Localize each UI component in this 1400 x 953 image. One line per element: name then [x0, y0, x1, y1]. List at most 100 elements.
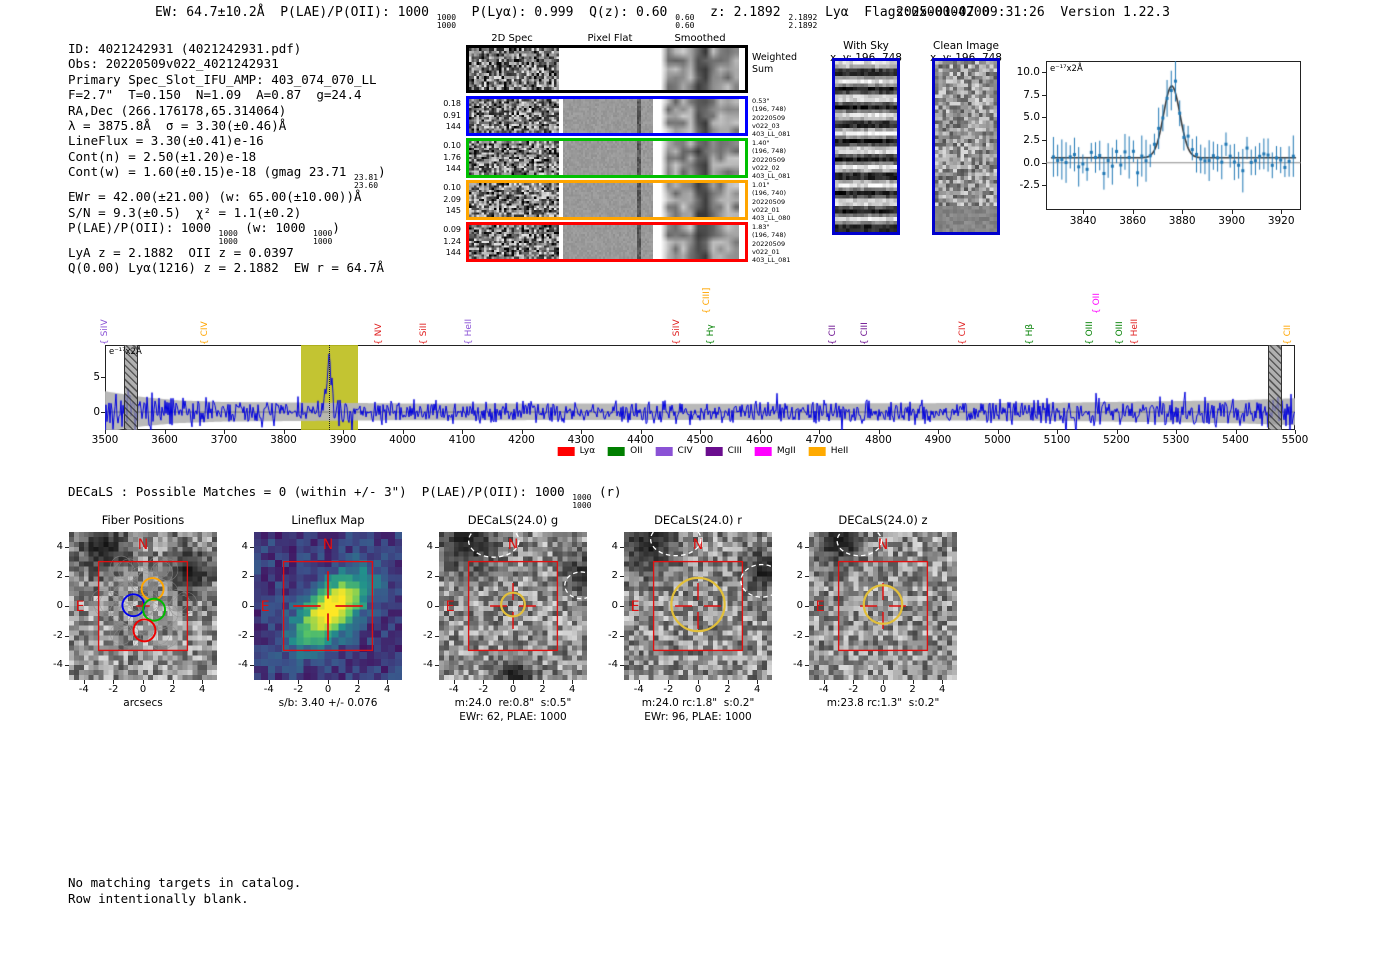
cutout-decals-g: NE: [439, 532, 587, 680]
smoothed-image: [657, 183, 739, 217]
catalog-source-ellipse: [740, 563, 772, 598]
meta-line: (196, 748): [752, 231, 787, 240]
cutout-x-tick-mark: [542, 680, 544, 684]
emission-line-label: { SiIV: [99, 319, 110, 345]
text-segment: λ = 3875.8Å σ = 3.30(±0.46)Å: [68, 118, 287, 134]
info-line: P(LAE)/P(OII): 1000 1000 1000 (w: 1000 10…: [68, 220, 386, 245]
compass-east-label: E: [446, 599, 455, 615]
legend-label: HeII: [830, 446, 849, 456]
image-canvas: [563, 183, 653, 217]
emission-line-label: { Hβ: [1025, 323, 1036, 345]
fraction-top: 2.1892: [788, 13, 818, 22]
image-canvas: [469, 183, 559, 217]
cutout-y-tick-label: 2: [611, 570, 618, 582]
cutout-y-tick-label: -2: [608, 629, 618, 641]
cutout-x-tick-mark: [483, 680, 485, 684]
fit-x-tick-label: 3880: [1168, 215, 1196, 227]
cutout-x-tick-mark: [572, 680, 574, 684]
cutout-y-tick-label: 4: [426, 540, 433, 552]
cutout-y-tick-label: 0: [56, 600, 63, 611]
cutout-x-tick-mark: [453, 680, 455, 684]
cutout-y-tick-label: 4: [56, 540, 63, 552]
smoothed-image: [657, 225, 739, 259]
image-canvas: [254, 532, 402, 680]
spec2d-image: [469, 99, 559, 133]
image-canvas: [657, 48, 739, 90]
spectrum-y-tick-mark: [101, 412, 105, 414]
compass-north-label: N: [878, 537, 889, 553]
cutout-y-tick-label: -4: [608, 659, 618, 671]
text-segment: ): [378, 164, 386, 180]
image-canvas: [469, 48, 559, 90]
selected-fiber-circle: [132, 618, 157, 643]
weighted-sum-label: Weighted Sum: [752, 52, 797, 75]
spec2d-image: [469, 141, 559, 175]
spectrum-x-tick-mark: [759, 430, 761, 434]
spec2d-row-meta: 0.53" (196, 748) 20220509 v022_03 403_LL_081: [752, 97, 824, 138]
legend-item: MgII: [754, 446, 796, 456]
spectrum-x-tick-label: 4500: [686, 434, 714, 446]
spectrum-x-tick-label: 5000: [984, 434, 1011, 446]
spectrum-x-tick-label: 5200: [1103, 434, 1130, 446]
cutout-x-tick-mark: [328, 680, 329, 684]
fit-x-tick-mark: [1231, 210, 1233, 214]
masked-wavelength-band: [124, 345, 139, 430]
info-line: Cont(w) = 1.60(±0.15)e-18 (gmag 23.71 23…: [68, 164, 386, 189]
text-segment: (w: 1000: [237, 220, 314, 236]
fiber-footprint-circle: [155, 558, 179, 582]
cutout-y-tick-mark: [620, 606, 624, 607]
cutout-y-tick-label: 0: [611, 600, 618, 611]
spectrum-x-tick-mark: [819, 430, 820, 434]
cutout-x-tick-label: -2: [663, 684, 674, 695]
image-canvas: [835, 61, 897, 232]
text-segment: Obs: 20220509v022_4021242931: [68, 56, 279, 72]
cutout-y-tick-label: 2: [56, 570, 63, 582]
cutout-overlay: NE: [261, 537, 374, 652]
weighted-sum-line: Sum: [752, 63, 774, 75]
fiber-footprint-circle: [147, 555, 171, 579]
footer-line-1: No matching targets in catalog.: [68, 875, 302, 890]
image-canvas: [657, 183, 739, 217]
decals-r-mag-caption: m:24.0 rc:1.8" s:0.2": [641, 697, 755, 709]
fraction-top: 23.81: [353, 173, 379, 183]
spectrum-x-tick-label: 5500: [1281, 434, 1309, 446]
compass-north-label: N: [693, 537, 704, 553]
withsky-title: With Sky: [843, 40, 889, 52]
lineflux-sb-caption: s/b: 3.40 +/- 0.076: [278, 697, 378, 709]
cutout-y-tick-mark: [435, 546, 439, 548]
spec2d-row: [466, 180, 748, 220]
fiber-footprint-circle: [109, 622, 133, 645]
spectrum-x-tick-label: 3900: [329, 434, 357, 446]
cutout-x-tick-mark: [113, 680, 115, 684]
cutout-x-tick-mark: [83, 680, 85, 684]
spec2d-row: [466, 222, 748, 262]
legend-item: Lyα: [557, 446, 595, 456]
cutout-x-tick-mark: [268, 680, 270, 684]
spectrum-x-tick-mark: [283, 430, 285, 434]
stacked-fraction: 23.81 23.60: [354, 174, 378, 189]
header-datetime: 2025-01-07 09:31:26 Version 1.22.3: [896, 5, 1170, 20]
cutout-x-tick-label: 2: [354, 684, 361, 695]
cutout-y-tick-mark: [435, 665, 439, 667]
info-line: S/N = 9.3(±0.5) χ² = 1.1(±0.2): [68, 205, 386, 220]
col-title-pixelflat: Pixel Flat: [587, 33, 633, 44]
pixelflat-image: [563, 225, 653, 259]
spec2d-row: [466, 138, 748, 178]
cutout-x-tick-label: 4: [569, 684, 576, 695]
col-title-smoothed: Smoothed: [674, 33, 726, 44]
cutout-x-tick-label: -4: [633, 684, 644, 695]
line-fit-plot: [1046, 61, 1301, 210]
spectrum-x-tick-label: 4300: [567, 434, 595, 446]
cutout-x-tick-mark: [668, 680, 670, 684]
fraction-top: 1000: [572, 493, 592, 502]
legend-item: CIII: [705, 446, 742, 456]
meta-line: 1.40": [752, 139, 770, 147]
fraction-bottom: 23.60: [353, 180, 379, 190]
text-segment: ): [332, 220, 340, 236]
text-segment: Cont(w) = 1.60(±0.15)e-18 (gmag 23.71: [68, 164, 354, 180]
fraction-top: 0.60: [675, 13, 695, 22]
cutout-decals-r: NE: [624, 532, 772, 680]
weight-value: 145: [445, 206, 461, 215]
spec2d-row-weights: 0.10 1.76 144: [440, 140, 461, 175]
stacked-fraction: 1000 1000: [437, 14, 456, 29]
